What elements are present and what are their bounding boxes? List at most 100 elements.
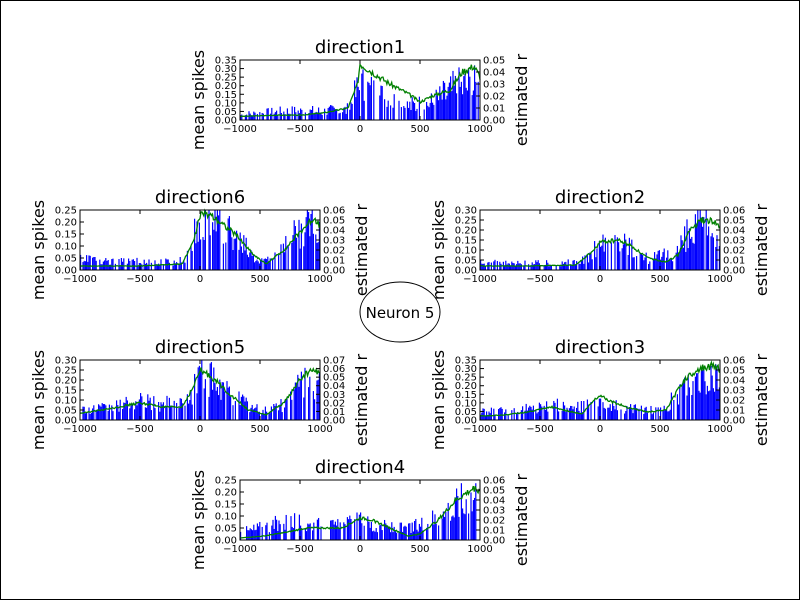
bar xyxy=(490,407,492,420)
bar xyxy=(514,265,516,270)
bar xyxy=(312,391,314,420)
bar xyxy=(278,254,280,270)
y-tick-label: 0.00 xyxy=(215,536,237,547)
bar xyxy=(138,263,140,270)
bar xyxy=(293,220,295,270)
y-right-tick-label: 0.05 xyxy=(483,486,505,497)
bar xyxy=(221,382,223,420)
bar xyxy=(316,242,318,270)
bar xyxy=(282,243,284,270)
bar xyxy=(308,112,310,120)
bar xyxy=(619,251,621,270)
y-tick-label: 0.20 xyxy=(215,488,237,499)
bar xyxy=(303,397,305,420)
bar xyxy=(591,259,593,270)
bar xyxy=(143,259,145,270)
bar xyxy=(706,235,708,270)
y-tick-label: 0.25 xyxy=(215,476,237,487)
bar xyxy=(86,412,88,420)
y-right-tick-label: 0.00 xyxy=(323,266,345,277)
bar xyxy=(316,380,318,420)
y-tick-label: 0.30 xyxy=(455,206,477,217)
bar xyxy=(218,395,220,420)
bar xyxy=(297,374,299,420)
bar xyxy=(399,522,401,540)
bar xyxy=(675,252,677,270)
bar xyxy=(276,519,278,540)
bar xyxy=(481,263,483,270)
bar xyxy=(312,106,314,120)
bar xyxy=(534,264,536,270)
bar xyxy=(520,410,522,420)
bar xyxy=(117,405,119,420)
bar xyxy=(284,407,286,420)
bar xyxy=(148,400,150,420)
estimated-r-line xyxy=(239,485,481,539)
bar xyxy=(668,411,670,420)
bar xyxy=(456,93,458,120)
bar xyxy=(367,81,369,120)
bar xyxy=(124,403,126,420)
bar xyxy=(510,266,512,270)
bar xyxy=(632,413,634,420)
bar xyxy=(147,264,149,270)
bar xyxy=(158,263,160,270)
bar xyxy=(482,408,484,420)
bar xyxy=(251,255,253,270)
bar xyxy=(381,530,383,540)
bar xyxy=(111,259,113,270)
bar xyxy=(651,414,653,420)
bar xyxy=(104,404,106,420)
bar xyxy=(198,365,200,420)
bar xyxy=(99,405,101,420)
bar xyxy=(392,532,394,540)
bar xyxy=(252,116,254,120)
bar xyxy=(384,519,386,540)
bar xyxy=(706,385,708,420)
bar xyxy=(681,383,683,420)
bar xyxy=(411,522,413,540)
bar xyxy=(269,412,271,420)
bar xyxy=(415,111,417,120)
bar xyxy=(454,497,456,540)
bar xyxy=(273,113,275,120)
bar xyxy=(194,218,196,270)
bar xyxy=(107,410,109,420)
bar xyxy=(277,115,279,120)
bar xyxy=(107,260,109,270)
bar xyxy=(304,112,306,120)
bar xyxy=(232,405,234,420)
bar xyxy=(274,252,276,270)
bar xyxy=(316,112,318,120)
bar xyxy=(236,230,238,270)
y-axis-label: mean spikes xyxy=(429,200,448,300)
bar xyxy=(161,404,163,420)
bar xyxy=(280,112,282,120)
y-tick-label: 0.15 xyxy=(55,386,77,397)
bar xyxy=(609,404,611,420)
bar xyxy=(711,375,713,420)
bar xyxy=(406,101,408,120)
bar xyxy=(678,252,680,270)
bar xyxy=(598,241,600,270)
bar xyxy=(463,513,465,540)
bar xyxy=(376,532,378,540)
bar xyxy=(439,86,441,120)
bar xyxy=(447,502,449,540)
bar xyxy=(573,406,575,420)
bar xyxy=(498,409,500,420)
bar xyxy=(334,109,336,120)
bar xyxy=(93,257,95,270)
y-tick-label: 0.00 xyxy=(455,266,477,277)
bar xyxy=(544,264,546,270)
bar xyxy=(136,257,138,270)
bar xyxy=(546,401,548,420)
y-right-tick-label: 0.03 xyxy=(723,386,745,397)
bar xyxy=(173,400,175,420)
bar xyxy=(246,254,248,270)
bar xyxy=(285,514,287,540)
bar xyxy=(626,406,628,420)
bar xyxy=(604,237,606,270)
bar xyxy=(284,114,286,120)
